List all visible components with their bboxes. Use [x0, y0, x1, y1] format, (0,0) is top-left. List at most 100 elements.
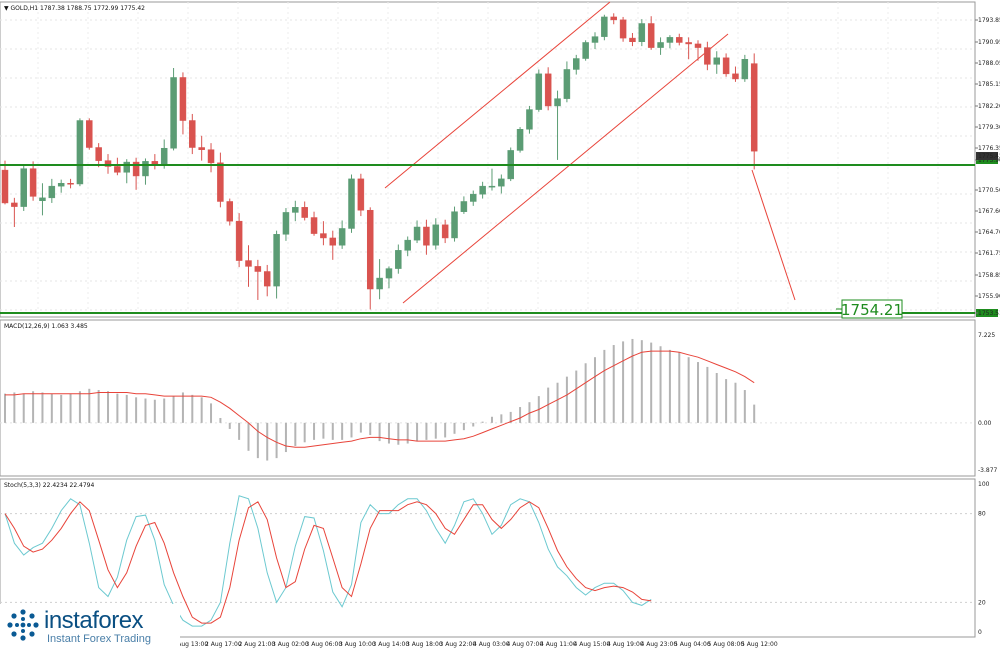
macd-bar — [678, 352, 681, 423]
macd-bar — [584, 363, 587, 423]
candle — [76, 118, 84, 187]
candle — [376, 259, 383, 300]
macd-bar — [200, 397, 203, 423]
macd-bar — [116, 393, 119, 423]
candle — [470, 190, 477, 206]
macd-bar — [331, 422, 334, 440]
macd-bar — [622, 341, 625, 423]
macd-bar — [60, 394, 63, 423]
candle — [189, 113, 196, 155]
candle — [404, 236, 411, 257]
macd-bar — [556, 382, 559, 423]
candle — [704, 41, 711, 71]
price-tick-label: 1770.50 — [978, 187, 1000, 194]
candle — [310, 211, 318, 236]
macd-bar — [444, 422, 447, 438]
price-tick-label: 1779.30 — [978, 124, 1000, 131]
candle — [432, 218, 440, 250]
candle — [301, 201, 308, 221]
candle — [479, 181, 486, 199]
candle — [366, 207, 374, 310]
macd-bar — [256, 422, 259, 459]
candle — [235, 213, 243, 268]
macd-bar — [322, 422, 325, 439]
price-tick-label: 1782.20 — [978, 103, 1000, 110]
time-tick-label: 3 Aug 14:00 — [373, 641, 410, 648]
macd-histogram — [4, 338, 756, 461]
macd-bar — [668, 349, 671, 423]
time-tick-label: 4 Aug 03:00 — [473, 641, 510, 648]
price-pane[interactable]: ▼ GOLD,H1 1787.38 1788.75 1772.99 1775.4… — [0, 1, 976, 319]
candle — [198, 135, 205, 161]
candle — [413, 220, 421, 244]
candle — [451, 206, 458, 242]
candle — [1, 160, 9, 205]
candle — [629, 32, 636, 47]
macd-bar — [88, 388, 91, 423]
price-tick-label: 1793.85 — [978, 17, 1000, 24]
macd-bar — [369, 422, 372, 436]
candle — [666, 35, 674, 49]
time-tick-label: 5 Aug 12:00 — [741, 641, 778, 648]
candle — [460, 196, 468, 214]
candle — [685, 37, 692, 60]
price-tick-label: 1776.35 — [978, 145, 1000, 152]
candle — [114, 157, 121, 176]
time-tick-label: 3 Aug 06:00 — [306, 641, 343, 648]
candle — [132, 157, 140, 190]
macd-bar — [303, 422, 306, 443]
stoch-pane[interactable]: Stoch(5,3,3) 22.4234 22.4794 — [0, 478, 976, 638]
macd-bar — [97, 390, 100, 423]
macd-bar — [528, 402, 531, 423]
macd-pane[interactable]: MACD(12,26,9) 1.063 3.485 — [0, 319, 976, 477]
macd-bar — [462, 422, 465, 431]
macd-bar — [107, 391, 110, 423]
macd-bar — [191, 394, 194, 423]
macd-bar — [547, 387, 550, 423]
macd-bar — [50, 393, 53, 423]
macd-bar — [172, 396, 175, 423]
collapse-arrow-icon: ▼ — [4, 5, 11, 12]
candle — [86, 118, 93, 150]
candle — [676, 33, 683, 46]
time-tick-label: 2 Aug 13:00 — [172, 641, 209, 648]
time-tick-label: 4 Aug 19:00 — [607, 641, 644, 648]
macd-bar — [210, 403, 213, 423]
time-tick-label: 4 Aug 07:00 — [507, 641, 544, 648]
macd-signal-line — [5, 350, 755, 448]
macd-bar — [687, 357, 690, 423]
macd-bar — [294, 422, 297, 446]
price-tick-label: 1764.70 — [978, 229, 1000, 236]
macd-bar — [640, 340, 643, 423]
candle — [694, 40, 702, 61]
candle — [39, 183, 46, 216]
candle — [282, 208, 290, 241]
stoch-tick-label: 80 — [978, 511, 986, 518]
chart-symbol-label: ▼ GOLD,H1 1787.38 1788.75 1772.99 1775.4… — [4, 5, 145, 12]
macd-bar — [753, 404, 756, 423]
macd-bar — [153, 399, 156, 423]
candle — [48, 178, 56, 203]
target-price-label: 1754.21 — [841, 301, 903, 319]
macd-bar — [706, 366, 709, 423]
macd-bar — [41, 392, 44, 423]
price-tick-label: 1788.05 — [978, 60, 1000, 67]
macd-bar — [22, 393, 25, 423]
candle — [254, 259, 262, 300]
macd-bar — [406, 422, 409, 444]
candle — [217, 152, 224, 208]
candle — [647, 16, 655, 50]
macd-bar — [603, 349, 606, 423]
macd-bar — [631, 338, 634, 423]
macd-bar — [228, 422, 231, 429]
macd-bar — [397, 422, 400, 445]
candle — [563, 61, 571, 103]
price-tick-label: 1761.75 — [978, 250, 1000, 257]
time-tick-label: 3 Aug 18:00 — [406, 641, 443, 648]
candle — [123, 159, 130, 184]
stoch-main-line — [4, 495, 652, 627]
candle — [732, 66, 739, 82]
time-tick-label: 3 Aug 22:00 — [440, 641, 477, 648]
candle — [357, 173, 365, 217]
